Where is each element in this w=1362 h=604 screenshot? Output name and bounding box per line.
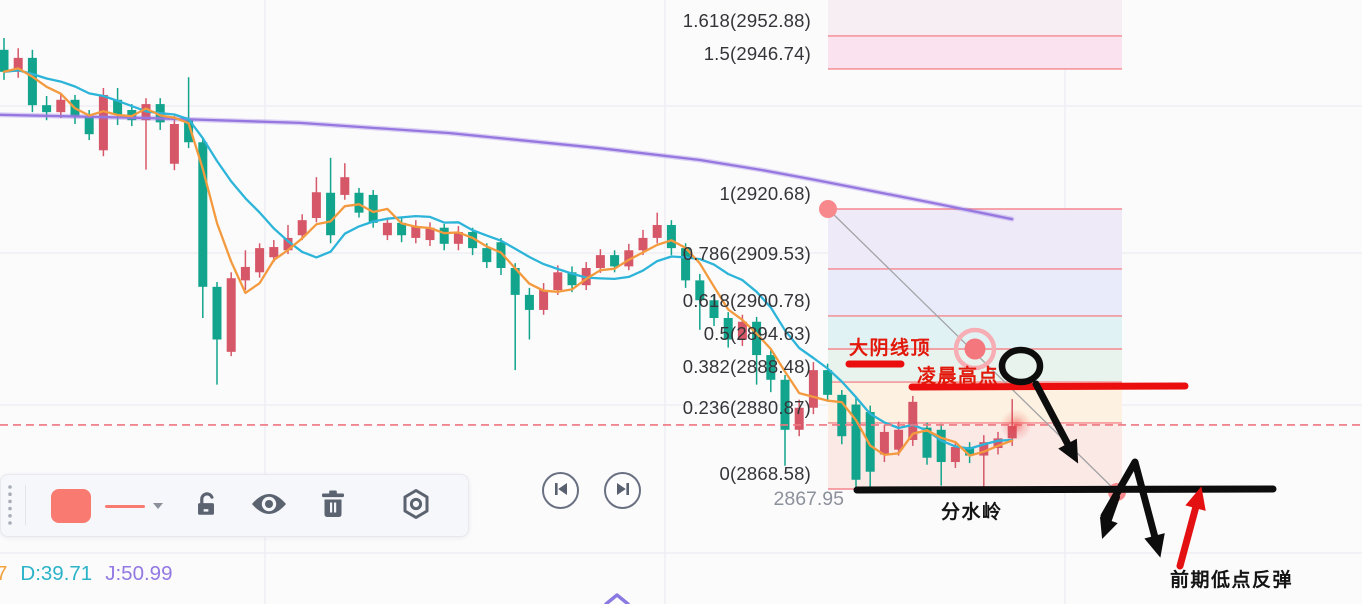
gear-icon <box>400 488 432 523</box>
last-price-glow <box>1000 408 1032 441</box>
black-arrow-down[interactable] <box>1032 380 1079 464</box>
fib-handle-top[interactable] <box>819 200 837 218</box>
visibility-button[interactable] <box>249 485 289 525</box>
moving-average-lines <box>0 67 1015 457</box>
settings-button[interactable] <box>396 485 436 525</box>
chevron-down-icon <box>153 503 163 509</box>
panel-collapse-chevron-icon[interactable] <box>603 592 631 604</box>
fib-handle-mid-target[interactable] <box>953 327 997 371</box>
kdj-d-value: D:39.71 <box>20 562 93 585</box>
black-loop-circle[interactable] <box>998 346 1044 386</box>
lock-open-icon <box>191 489 221 522</box>
skip-forward-icon <box>614 480 632 501</box>
black-support-line[interactable] <box>853 485 1277 494</box>
red-arrow-up[interactable] <box>1176 486 1206 570</box>
replay-skip-forward-button[interactable] <box>604 472 641 509</box>
toolbar-drag-handle-icon[interactable] <box>4 484 16 526</box>
delete-button[interactable] <box>313 485 353 525</box>
toolbar-divider <box>25 485 26 525</box>
color-swatch-button[interactable] <box>51 489 91 523</box>
black-zigzag-arrow[interactable] <box>1100 458 1165 558</box>
replay-skip-back-button[interactable] <box>542 472 579 509</box>
kdj-j-value: J:50.99 <box>105 562 173 585</box>
trash-icon <box>319 489 347 522</box>
eye-icon <box>250 491 288 520</box>
unlock-button[interactable] <box>186 485 226 525</box>
kdj-indicator-readout: 7 D:39.71 J:50.99 <box>0 562 172 586</box>
kdj-k-value: 7 <box>0 562 8 585</box>
red-resistance-line[interactable] <box>908 382 1189 391</box>
skip-back-icon <box>552 480 570 501</box>
candles <box>0 37 1017 492</box>
user-drawings <box>819 200 1277 570</box>
line-style-sample-icon <box>105 504 145 508</box>
drawing-toolbar <box>0 474 469 537</box>
line-style-button[interactable] <box>101 489 167 523</box>
